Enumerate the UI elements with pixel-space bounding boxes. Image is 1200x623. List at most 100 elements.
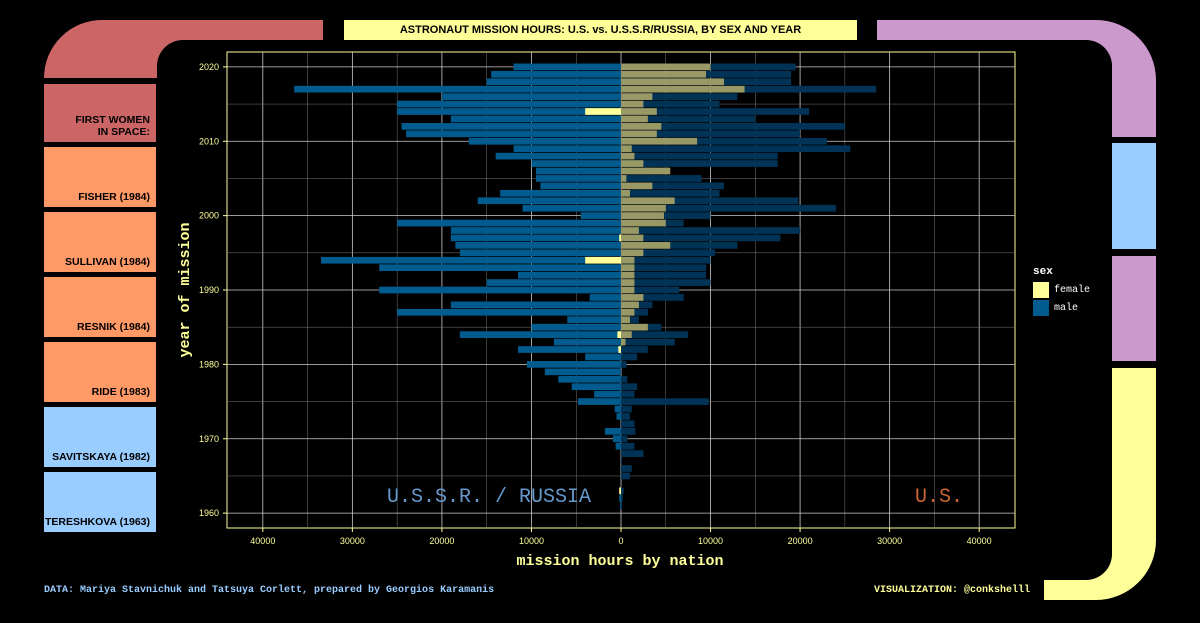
- right-panel-block-blue: [1112, 143, 1156, 249]
- legend-label-female: female: [1054, 284, 1091, 296]
- bar: [621, 204, 666, 212]
- chart: 40000 30000 20000 10000 0 10000 20000 30000 4000…: [177, 51, 1016, 570]
- bar: [621, 145, 851, 153]
- bar: [518, 271, 621, 279]
- x-tick-label: 40000: [250, 536, 275, 546]
- bar: [621, 435, 628, 443]
- bar: [621, 375, 628, 383]
- bar: [621, 256, 635, 264]
- bar: [621, 286, 680, 294]
- bar: [621, 78, 724, 86]
- bar: [513, 145, 621, 153]
- bar: [578, 398, 621, 405]
- bar: [621, 63, 711, 71]
- x-tick-label: 20000: [788, 536, 813, 546]
- bar: [535, 175, 621, 182]
- sidebar-item-6: TERESHKOVA (1963): [44, 472, 156, 532]
- x-tick-label: 30000: [340, 536, 365, 546]
- sidebar-item-label: SULLIVAN (1984): [65, 256, 150, 268]
- bar: [621, 279, 635, 286]
- bar: [621, 286, 635, 294]
- bar: [621, 189, 720, 197]
- bar: [379, 286, 621, 294]
- sidebar-item-label: TERESHKOVA (1963): [44, 516, 150, 528]
- bar: [617, 331, 621, 338]
- bar: [621, 130, 801, 138]
- bar: [459, 249, 621, 257]
- bar: [621, 427, 636, 435]
- bar: [621, 204, 836, 212]
- bar: [294, 85, 621, 93]
- bar: [495, 152, 621, 160]
- bar: [621, 189, 630, 197]
- visualization-credit: VISUALIZATION: @conkshelll: [874, 585, 1031, 596]
- sidebar-item-5: SAVITSKAYA (1982): [44, 407, 156, 467]
- x-tick-label: 0: [618, 536, 623, 546]
- bar: [450, 301, 621, 309]
- bar: [621, 123, 662, 130]
- bar: [621, 100, 720, 108]
- bar: [621, 383, 638, 391]
- x-tick-label: 10000: [519, 536, 544, 546]
- bar: [621, 93, 653, 100]
- bar: [621, 115, 756, 123]
- bar: [585, 256, 621, 264]
- bar: [397, 219, 621, 227]
- sidebar-item-label: RIDE (1983): [91, 386, 150, 398]
- bar: [486, 279, 621, 286]
- y-tick-label: 2000: [199, 211, 219, 221]
- bar: [621, 264, 707, 272]
- sidebar-item-0: FIRST WOMEN IN SPACE:: [44, 84, 156, 142]
- bar: [621, 227, 639, 234]
- bar: [621, 115, 648, 123]
- bar: [614, 405, 621, 413]
- x-axis-label: mission hours by nation: [516, 553, 723, 570]
- bar: [621, 93, 738, 100]
- bar: [450, 234, 621, 242]
- y-tick-label: 1960: [199, 508, 219, 518]
- bar: [621, 160, 778, 167]
- bar: [621, 331, 632, 338]
- bar: [535, 167, 621, 175]
- bar: [621, 301, 639, 309]
- legend-swatch-female: [1033, 282, 1049, 298]
- bar: [618, 346, 621, 353]
- sidebar-item-1: FISHER (1984): [44, 147, 156, 207]
- bar: [621, 353, 638, 361]
- bar: [491, 70, 621, 78]
- bar: [621, 234, 781, 242]
- bar: [621, 465, 632, 472]
- bar: [621, 249, 716, 257]
- right-nation-label: U.S.: [915, 486, 963, 509]
- sidebar-item-label: FISHER (1984): [78, 191, 150, 203]
- bar: [621, 197, 799, 205]
- bar: [621, 294, 644, 301]
- bar: [540, 182, 621, 190]
- bar: [612, 435, 621, 443]
- bar: [621, 487, 624, 495]
- bar: [621, 145, 632, 153]
- x-tick-label: 40000: [967, 536, 992, 546]
- bar: [621, 130, 657, 138]
- x-tick-label: 10000: [698, 536, 723, 546]
- x-tick-label: 20000: [429, 536, 454, 546]
- bar: [621, 450, 644, 457]
- y-ticks: 1960 1970 1980 1990 2000 2010 2020: [199, 62, 227, 518]
- bar: [621, 331, 689, 338]
- bar: [615, 442, 621, 450]
- bar: [321, 256, 621, 264]
- bar: [621, 212, 711, 219]
- bar: [531, 323, 621, 331]
- bars: [294, 63, 877, 510]
- bar: [621, 242, 738, 249]
- legend: sex female male: [1033, 266, 1090, 316]
- y-tick-label: 1990: [199, 285, 219, 295]
- bar: [621, 152, 635, 160]
- bar: [621, 271, 707, 279]
- bar: [621, 100, 644, 108]
- sidebar-item-2: SULLIVAN (1984): [44, 212, 156, 272]
- bar: [585, 108, 621, 115]
- bar: [621, 137, 827, 145]
- bar: [513, 63, 621, 71]
- bar: [621, 472, 630, 480]
